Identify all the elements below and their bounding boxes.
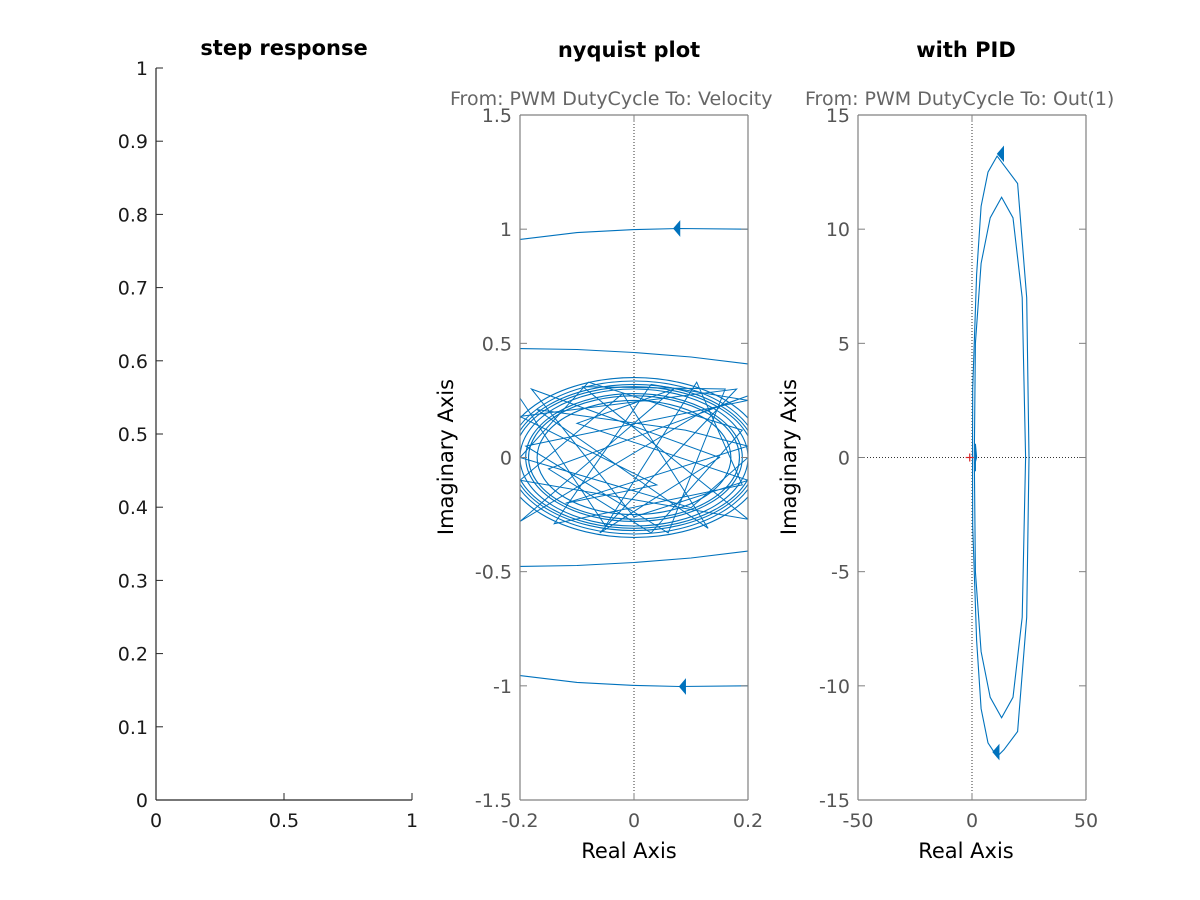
nyquist-loop — [520, 388, 748, 527]
y-tick-label: 0.5 — [482, 333, 512, 355]
x-tick-label: 1 — [406, 810, 418, 832]
y-tick-label: 0.9 — [118, 131, 148, 153]
chart-title: with PID — [916, 38, 1016, 62]
y-tick-label: -5 — [831, 562, 850, 584]
direction-arrow — [673, 220, 681, 237]
data-curves — [520, 220, 748, 695]
panel-step-response: step response 0 0.5 1 0 0.1 0.2 0.3 0.4 0.5 0.6 0.… — [118, 36, 418, 832]
nyquist-loop — [520, 380, 748, 535]
x-tick-label: 50 — [1074, 810, 1098, 832]
chart-title: nyquist plot — [558, 38, 700, 62]
io-label: From: PWM DutyCycle To: Velocity — [450, 88, 773, 110]
axes-frame — [857, 114, 1087, 801]
y-tick-label: 1.5 — [482, 105, 512, 127]
x-tick-label: -50 — [842, 810, 873, 832]
nyquist-curve — [520, 227, 748, 240]
clipped-series — [971, 145, 1030, 761]
chart-title: step response — [200, 36, 367, 60]
nyquist-curve — [973, 196, 1027, 719]
y-tick-label: 15 — [826, 105, 850, 127]
y-tick-label: 0.2 — [118, 644, 148, 666]
y-tick-label: -1 — [493, 676, 512, 698]
nyquist-curve — [971, 155, 1030, 758]
x-tick-label: 0.5 — [269, 810, 299, 832]
y-tick-label: -15 — [819, 790, 850, 812]
y-axis-label: Imaginary Axis — [434, 379, 458, 535]
y-tick-label: 0.7 — [118, 278, 148, 300]
y-tick-label: -0.5 — [475, 562, 512, 584]
x-tick-label: -0.2 — [501, 810, 538, 832]
y-tick-label: -1.5 — [475, 790, 512, 812]
y-tick-label: 0 — [500, 448, 512, 470]
panel-nyquist-plot: nyquist plot From: PWM DutyCycle To: Vel… — [434, 38, 773, 863]
y-tick-label: 0.5 — [118, 424, 148, 446]
nyquist-curve — [520, 675, 748, 688]
y-tick-label: 0.1 — [118, 717, 148, 739]
y-tick-label: 0.4 — [118, 497, 148, 519]
y-tick-label: 0 — [838, 448, 850, 470]
y-tick-label: 10 — [826, 219, 850, 241]
direction-arrow — [996, 145, 1004, 163]
nyquist-loop — [520, 383, 748, 532]
x-axis-label: Real Axis — [918, 839, 1014, 863]
x-tick-label: 0 — [150, 810, 162, 832]
nyquist-loop — [536, 399, 732, 516]
y-axis-label: Imaginary Axis — [777, 379, 801, 535]
tick-group: 0 0.5 1 0 0.1 0.2 0.3 0.4 0.5 0.6 0.7 0.8 0.9 1 — [118, 58, 418, 832]
nyquist-loop — [520, 377, 748, 538]
y-tick-label: 0 — [136, 790, 148, 812]
x-axis-label: Real Axis — [581, 839, 677, 863]
y-tick-label: 1 — [500, 219, 512, 241]
x-tick-label: 0 — [628, 810, 640, 832]
nyquist-loop — [520, 386, 748, 529]
y-tick-label: 5 — [838, 333, 850, 355]
y-tick-label: 0.8 — [118, 204, 148, 226]
io-label: From: PWM DutyCycle To: Out(1) — [805, 88, 1114, 110]
clipped-series — [520, 220, 748, 695]
nyquist-tangle — [520, 381, 748, 534]
axes-frame — [519, 114, 749, 801]
nyquist-curve — [974, 443, 978, 472]
x-tick-label: 0.2 — [733, 810, 763, 832]
y-tick-label: -10 — [819, 676, 850, 698]
tick-group: -0.2 0 0.2 -1.5 -1 -0.5 0 0.5 1 1.5 — [475, 105, 763, 832]
y-tick-label: 1 — [136, 58, 148, 80]
direction-arrow — [678, 678, 686, 695]
nyquist-curve — [520, 348, 748, 365]
axes-frame — [155, 67, 413, 801]
y-tick-label: 0.3 — [118, 570, 148, 592]
direction-arrow — [992, 743, 1000, 761]
x-tick-label: 0 — [966, 810, 978, 832]
y-tick-label: 0.6 — [118, 351, 148, 373]
data-curves — [965, 145, 1030, 761]
nyquist-curve — [520, 550, 748, 567]
nyquist-loop — [527, 395, 740, 520]
